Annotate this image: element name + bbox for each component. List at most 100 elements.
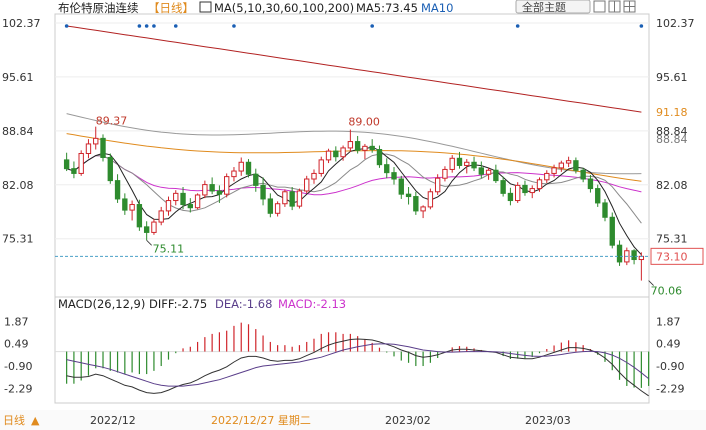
main-indicator-button[interactable] (515, 0, 591, 14)
candle[interactable] (209, 184, 215, 192)
event-marker[interactable] (152, 24, 156, 28)
event-marker[interactable] (639, 24, 644, 28)
candle[interactable] (616, 244, 623, 263)
candle[interactable] (376, 149, 383, 166)
candle[interactable] (71, 168, 77, 174)
candle[interactable] (100, 137, 106, 158)
candle[interactable] (391, 172, 397, 180)
candle[interactable] (573, 160, 579, 171)
event-marker[interactable] (515, 24, 520, 28)
candle[interactable] (507, 192, 514, 202)
candle[interactable] (187, 204, 193, 209)
candle[interactable] (609, 216, 615, 246)
candle[interactable] (631, 250, 637, 261)
period-label[interactable]: 【日线】 (148, 1, 194, 15)
candle[interactable] (93, 137, 99, 145)
candle[interactable] (194, 194, 201, 209)
candle[interactable] (245, 161, 252, 175)
candle[interactable] (260, 184, 266, 200)
candle[interactable] (544, 172, 550, 181)
candle[interactable] (253, 173, 259, 186)
candlestick-series[interactable] (63, 126, 645, 281)
candle[interactable] (296, 190, 303, 207)
candle[interactable] (289, 191, 295, 207)
event-marker[interactable] (137, 24, 142, 28)
candle[interactable] (224, 176, 230, 195)
price-ytick-left: 95.61 (2, 71, 34, 84)
candle[interactable] (369, 145, 375, 151)
period-switch[interactable]: 日线 (3, 413, 25, 427)
candle[interactable] (78, 153, 84, 174)
candle[interactable] (114, 180, 121, 200)
event-markers[interactable] (64, 24, 644, 28)
ma-toggle-icon[interactable] (199, 1, 212, 13)
candle[interactable] (173, 192, 179, 202)
candle[interactable] (202, 184, 208, 196)
event-marker[interactable] (232, 24, 236, 28)
candle[interactable] (500, 180, 506, 194)
candle[interactable] (456, 157, 463, 166)
candle[interactable] (158, 210, 164, 223)
candle[interactable] (565, 160, 572, 164)
candle[interactable] (216, 190, 223, 195)
candle[interactable] (580, 169, 586, 180)
candle[interactable] (347, 141, 354, 149)
event-marker[interactable] (370, 24, 374, 28)
candle[interactable] (282, 191, 288, 205)
event-marker[interactable] (144, 24, 149, 28)
candle[interactable] (602, 202, 608, 218)
candle[interactable] (464, 161, 470, 166)
candle[interactable] (420, 206, 426, 212)
candle[interactable] (238, 161, 244, 172)
price-ytick-right: 95.61 (656, 71, 688, 84)
candle[interactable] (478, 167, 484, 175)
candle[interactable] (413, 196, 419, 212)
candle[interactable] (340, 147, 346, 158)
candle[interactable] (405, 193, 412, 198)
candle[interactable] (151, 221, 157, 233)
candle[interactable] (485, 169, 492, 175)
candle[interactable] (551, 167, 557, 174)
candle[interactable] (136, 204, 143, 228)
candle[interactable] (354, 141, 361, 151)
candle[interactable] (274, 203, 281, 214)
candle[interactable] (311, 172, 317, 180)
chart-header: 布伦特原油连续 【日线】 MA(5,10,30,60,100,200) MA5:… (58, 0, 636, 15)
window-controls[interactable] (593, 0, 636, 13)
candle[interactable] (165, 200, 172, 212)
candle[interactable] (442, 168, 448, 179)
candle[interactable] (107, 156, 113, 182)
candle[interactable] (304, 178, 310, 192)
candle[interactable] (398, 178, 404, 195)
candle[interactable] (129, 204, 135, 211)
candle[interactable] (362, 145, 368, 151)
candle[interactable] (529, 188, 535, 194)
event-marker[interactable] (64, 24, 69, 28)
candle[interactable] (427, 191, 434, 208)
candle[interactable] (143, 226, 150, 233)
candle[interactable] (318, 159, 324, 174)
candle[interactable] (231, 170, 237, 178)
candle[interactable] (267, 198, 274, 214)
candle[interactable] (449, 157, 455, 170)
candle[interactable] (63, 159, 70, 170)
single-pane-icon[interactable] (593, 0, 606, 13)
candle[interactable] (595, 188, 601, 204)
candle[interactable] (325, 150, 332, 161)
candle[interactable] (180, 192, 186, 206)
candle[interactable] (471, 161, 477, 169)
candle[interactable] (522, 184, 528, 194)
candle[interactable] (384, 164, 390, 174)
candle[interactable] (122, 198, 128, 211)
period-switch-arrow-icon[interactable]: ▲ (31, 414, 40, 427)
event-marker[interactable] (173, 24, 178, 28)
candle[interactable] (85, 143, 92, 155)
candle[interactable] (536, 179, 543, 190)
candle[interactable] (515, 184, 521, 202)
candle[interactable] (587, 178, 594, 190)
candle[interactable] (558, 162, 565, 169)
candle[interactable] (434, 177, 441, 193)
candle[interactable] (333, 150, 339, 158)
candle[interactable] (493, 169, 499, 182)
